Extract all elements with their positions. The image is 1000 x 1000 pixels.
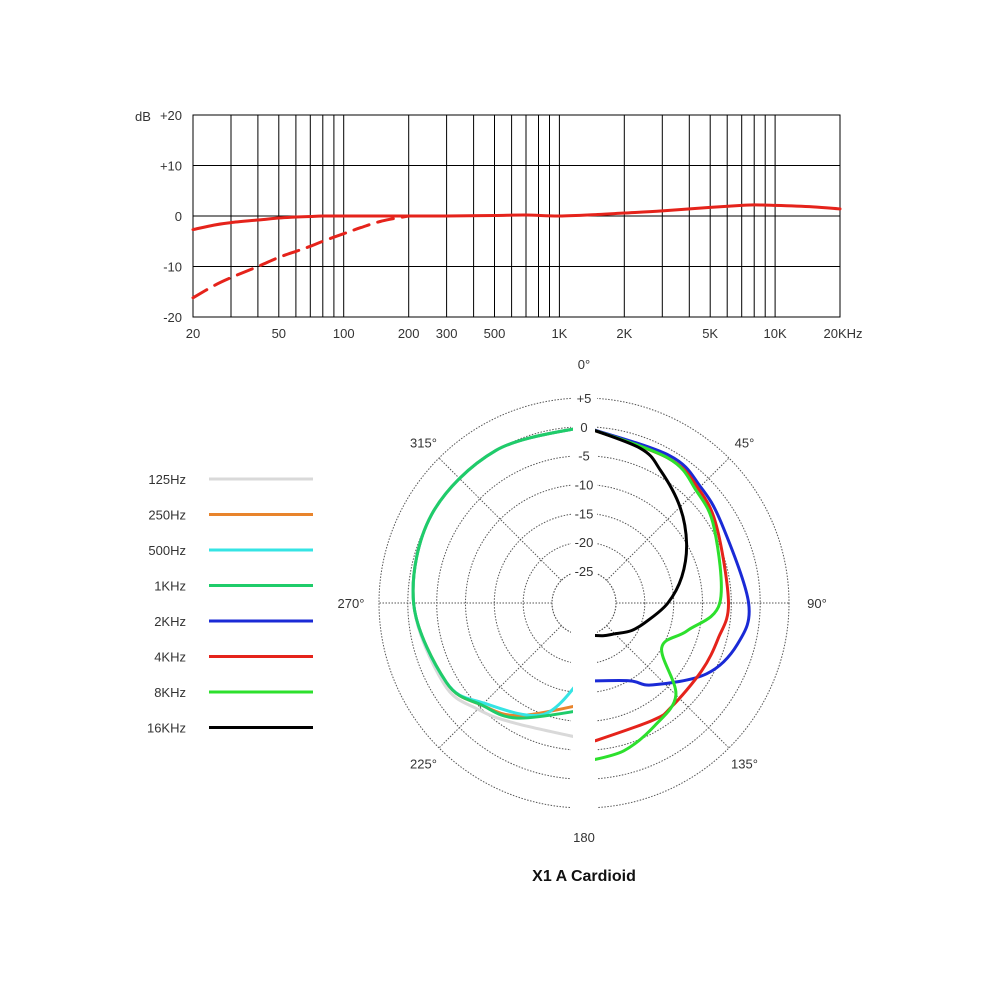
frequency-x-tick-label: 10K	[764, 326, 787, 341]
frequency-x-tick-label: 1K	[551, 326, 567, 341]
frequency-response-chart: +20 +10 0 -10 -20 20 50 100 200 300 500 1K 2K 5K 10K 20…	[135, 108, 863, 341]
polar-angle-label: 225°	[410, 757, 437, 772]
polar-axis-gap	[571, 390, 597, 816]
frequency-x-tick-label: 20KHz	[823, 326, 862, 341]
legend-label: 4KHz	[154, 650, 186, 665]
polar-angle-label: 90°	[807, 596, 827, 611]
legend-label: 500Hz	[148, 543, 186, 558]
frequency-series-solid	[191, 203, 842, 232]
frequency-x-tick-label: 2K	[616, 326, 632, 341]
frequency-y-tick-label: +10	[160, 159, 182, 174]
polar-series-2khz	[595, 428, 751, 687]
polar-series-125hz	[411, 427, 573, 738]
polar-r-tick-label: +5	[577, 391, 592, 406]
polar-r-tick-label: -15	[575, 506, 594, 521]
frequency-series-dashed	[191, 214, 411, 300]
polar-angle-label: 45°	[735, 436, 755, 451]
polar-angle-label: 0°	[578, 357, 590, 372]
legend-label: 16KHz	[147, 721, 186, 736]
frequency-y-axis-label: dB	[135, 109, 151, 124]
polar-legend: 125Hz 250Hz 500Hz 1KHz 2KHz 4KHz 8KHz 16KHz	[147, 472, 313, 736]
polar-r-tick-label: -5	[578, 449, 590, 464]
polar-r-tick-label: -20	[575, 535, 594, 550]
polar-angle-label: 270°	[338, 596, 365, 611]
polar-angle-label: 180	[573, 830, 595, 845]
polar-spoke	[606, 625, 730, 749]
frequency-x-tick-label: 50	[272, 326, 286, 341]
frequency-y-tick-label: 0	[175, 209, 182, 224]
frequency-x-tick-label: 200	[398, 326, 420, 341]
polar-angle-label: 315°	[410, 436, 437, 451]
frequency-y-tick-label: -10	[163, 260, 182, 275]
frequency-x-tick-label: 20	[186, 326, 200, 341]
legend-label: 2KHz	[154, 614, 186, 629]
frequency-y-tick-label: +20	[160, 108, 182, 123]
polar-series-1khz	[411, 427, 573, 720]
polar-series-8khz	[595, 428, 723, 761]
frequency-x-tick-label: 500	[484, 326, 506, 341]
polar-pattern-series	[411, 427, 751, 761]
legend-label: 1KHz	[154, 579, 186, 594]
polar-pattern-chart: +5 0 -5 -10 -15 -20 -25 0° 45° 90° 135° 180 225° 270°…	[147, 357, 827, 885]
polar-series-16khz	[595, 429, 689, 638]
polar-spoke	[438, 625, 562, 749]
frequency-x-tick-label: 5K	[702, 326, 718, 341]
polar-tick-labels: +5 0 -5 -10 -15 -20 -25 0° 45° 90° 135° 180 225° 270°…	[338, 357, 827, 845]
chart-title: X1 A Cardioid	[532, 868, 636, 885]
legend-label: 125Hz	[148, 472, 186, 487]
polar-r-tick-label: -10	[575, 478, 594, 493]
frequency-x-tick-label: 100	[333, 326, 355, 341]
polar-angle-label: 135°	[731, 757, 758, 772]
frequency-x-tick-label: 300	[436, 326, 458, 341]
frequency-tick-labels: +20 +10 0 -10 -20 20 50 100 200 300 500 1K 2K 5K 10K 20…	[160, 108, 863, 341]
polar-r-tick-label: 0	[580, 420, 587, 435]
polar-spoke	[606, 457, 730, 581]
frequency-y-tick-label: -20	[163, 310, 182, 325]
polar-r-tick-label: -25	[575, 564, 594, 579]
legend-label: 8KHz	[154, 685, 186, 700]
frequency-response-series	[191, 203, 842, 300]
legend-label: 250Hz	[148, 508, 186, 523]
